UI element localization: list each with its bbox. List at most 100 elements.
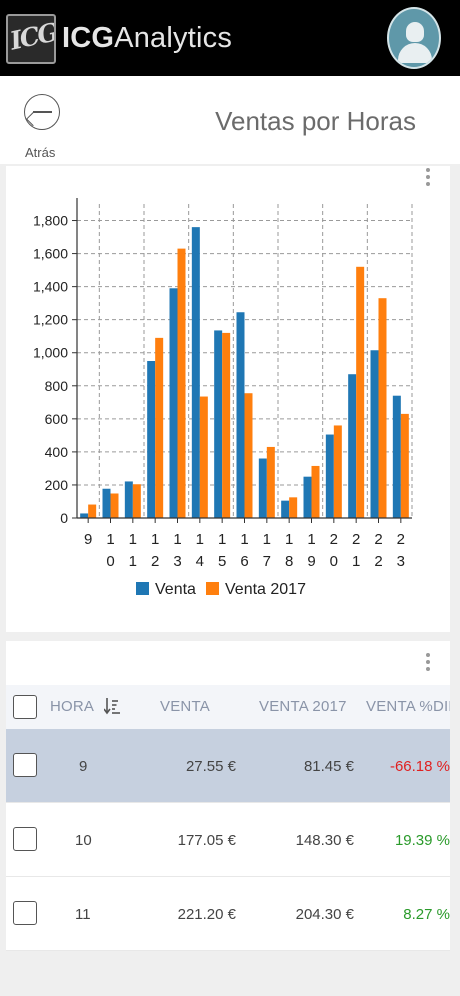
select-all-checkbox[interactable] <box>13 695 37 719</box>
x-tick-label: 0 <box>106 553 114 570</box>
cell-hora: 9 <box>79 758 88 775</box>
bar-venta <box>258 458 267 518</box>
bar-venta-2017 <box>266 446 275 518</box>
bar-venta <box>392 395 401 518</box>
x-tick-label: 0 <box>330 553 338 570</box>
table-row[interactable]: 11 221.20 € 204.30 € 8.27 % <box>6 877 450 951</box>
bar-venta-2017 <box>244 393 253 518</box>
legend-swatch <box>136 582 149 595</box>
x-tick-label: 1 <box>352 553 360 570</box>
x-tick-label: 4 <box>196 553 204 570</box>
bar-venta <box>325 434 334 518</box>
x-tick-label: 8 <box>285 553 293 570</box>
cell-hora: 10 <box>75 832 92 849</box>
legend-label: Venta 2017 <box>225 581 306 598</box>
x-tick-label: 1 <box>151 531 159 548</box>
table-row[interactable]: 10 177.05 € 148.30 € 19.39 % <box>6 803 450 877</box>
x-tick-label: 1 <box>285 531 293 548</box>
x-tick-label: 2 <box>374 553 382 570</box>
y-tick-label: 400 <box>45 444 69 460</box>
bar-venta-2017 <box>88 504 97 518</box>
back-label: Atrás <box>25 145 56 160</box>
user-avatar-icon[interactable] <box>387 7 441 69</box>
bar-venta-2017 <box>177 248 186 518</box>
x-tick-label: 3 <box>173 553 181 570</box>
x-tick-label: 9 <box>307 553 315 570</box>
bar-venta-2017 <box>110 493 119 518</box>
bar-venta-2017 <box>132 484 141 518</box>
table-row[interactable]: 9 27.55 € 81.45 € -66.18 % <box>6 729 450 803</box>
y-tick-label: 1,200 <box>33 312 68 328</box>
arrow-left-icon <box>33 111 52 113</box>
bar-venta <box>147 361 156 518</box>
bar-venta-2017 <box>222 332 231 518</box>
back-button[interactable] <box>24 94 60 130</box>
y-tick-label: 0 <box>60 510 68 526</box>
x-tick-label: 5 <box>218 553 226 570</box>
cell-venta-dif: 8.27 % <box>403 906 450 923</box>
x-tick-label: 1 <box>263 531 271 548</box>
bar-venta-2017 <box>199 396 208 518</box>
cell-venta-dif: -66.18 % <box>389 758 450 775</box>
bar-venta <box>191 227 200 518</box>
x-tick-label: 1 <box>307 531 315 548</box>
table-card: HORA VENTA VENTA 2017 VENTA %DIF 9 27.55… <box>6 641 450 951</box>
bar-venta-2017 <box>311 465 320 518</box>
bar-venta-2017 <box>333 425 342 518</box>
cell-venta-2017: 81.45 € <box>303 758 354 775</box>
x-tick-label: 3 <box>397 553 405 570</box>
column-header-venta[interactable]: VENTA <box>160 698 210 715</box>
brand-title: ICGAnalytics <box>62 22 233 54</box>
bar-venta <box>348 374 357 518</box>
top-bar: ICG ICGAnalytics <box>0 0 460 76</box>
cell-venta: 177.05 € <box>177 832 236 849</box>
x-tick-label: 2 <box>374 531 382 548</box>
bar-venta <box>370 350 379 518</box>
bar-venta-2017 <box>400 413 409 518</box>
y-tick-label: 200 <box>45 477 69 493</box>
page-title: Ventas por Horas <box>215 106 416 136</box>
x-tick-label: 2 <box>352 531 360 548</box>
x-tick-label: 1 <box>196 531 204 548</box>
y-tick-label: 600 <box>45 411 69 427</box>
bar-venta <box>169 288 178 518</box>
chart-card: 0 200 400 600 800 1,000 1,200 1,400 1,600 1,800 9 1… <box>6 166 450 632</box>
x-tick-label: 6 <box>240 553 248 570</box>
bar-venta-2017 <box>155 337 164 518</box>
bar-venta <box>303 476 312 518</box>
cell-venta: 221.20 € <box>177 906 236 923</box>
x-tick-label: 2 <box>151 553 159 570</box>
x-tick-label: 2 <box>397 531 405 548</box>
chart-menu-kebab-icon[interactable] <box>424 166 432 188</box>
bar-venta <box>80 513 89 518</box>
bar-venta <box>236 312 245 518</box>
table-menu-kebab-icon[interactable] <box>424 651 432 673</box>
cell-venta: 27.55 € <box>185 758 236 775</box>
y-tick-label: 1,600 <box>33 246 68 262</box>
x-tick-label: 2 <box>330 531 338 548</box>
bar-venta-2017 <box>378 298 387 518</box>
bar-venta <box>124 481 133 518</box>
legend-swatch <box>206 582 219 595</box>
column-header-hora[interactable]: HORA <box>50 698 95 715</box>
page-header: Atrás Ventas por Horas <box>0 76 460 164</box>
y-tick-label: 1,000 <box>33 345 68 361</box>
row-checkbox[interactable] <box>13 901 37 925</box>
column-header-venta-dif[interactable]: VENTA %DIF <box>366 698 450 715</box>
column-header-venta-2017[interactable]: VENTA 2017 <box>259 698 347 715</box>
row-checkbox[interactable] <box>13 827 37 851</box>
bar-venta <box>214 330 223 518</box>
x-tick-label: 1 <box>129 553 137 570</box>
y-tick-label: 1,800 <box>33 213 68 229</box>
x-tick-label: 1 <box>218 531 226 548</box>
bar-venta <box>102 488 111 518</box>
cell-hora: 11 <box>75 906 91 923</box>
cell-venta-2017: 204.30 € <box>295 906 354 923</box>
x-tick-label: 1 <box>173 531 181 548</box>
cell-venta-2017: 148.30 € <box>295 832 354 849</box>
x-tick-label: 7 <box>263 553 271 570</box>
sort-descending-icon[interactable] <box>104 697 120 715</box>
y-tick-label: 800 <box>45 378 69 394</box>
row-checkbox[interactable] <box>13 753 37 777</box>
cell-venta-dif: 19.39 % <box>394 832 450 849</box>
